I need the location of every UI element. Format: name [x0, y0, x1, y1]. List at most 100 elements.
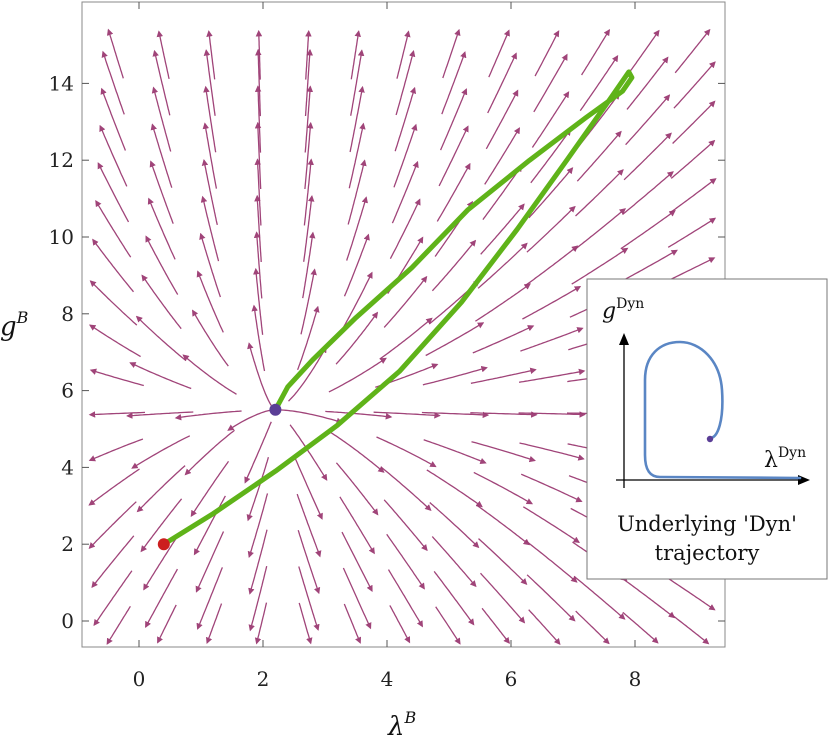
stream-line — [244, 421, 272, 484]
stream-line — [88, 501, 137, 550]
stream-line — [195, 531, 225, 593]
stream-line — [349, 85, 365, 153]
stream-line — [524, 245, 579, 287]
stream-line — [88, 438, 144, 462]
stream-line — [438, 125, 469, 187]
stream-line — [246, 457, 270, 522]
stream-line — [482, 164, 523, 220]
inset-end-point — [706, 435, 714, 443]
stream-line — [389, 198, 421, 259]
stream-line — [106, 28, 124, 79]
stream-line — [426, 469, 483, 508]
y-axis-title: gB — [0, 308, 29, 342]
y-tick-label: 14 — [49, 71, 74, 95]
stream-line — [101, 50, 125, 115]
stream-line — [429, 502, 480, 549]
stream-line — [126, 411, 194, 419]
stream-line — [149, 160, 174, 224]
stream-line — [182, 354, 237, 395]
stream-line — [328, 357, 387, 393]
x-tick-label: 8 — [629, 667, 642, 691]
stream-line — [524, 539, 578, 583]
stream-line — [93, 570, 133, 627]
stream-line — [277, 409, 343, 424]
stream-line — [389, 605, 411, 644]
fixed-point-purple — [269, 403, 282, 416]
stream-line — [346, 196, 368, 261]
stream-line — [303, 195, 315, 262]
stream-line — [383, 275, 428, 328]
stream-line — [518, 411, 586, 418]
x-axis-title-base: λ — [387, 712, 404, 742]
stream-line — [89, 280, 138, 326]
stream-line — [247, 493, 269, 559]
inset-y-label-base: g — [602, 299, 616, 324]
stream-line — [151, 86, 172, 152]
stream-line — [522, 286, 582, 320]
stream-line — [254, 194, 262, 263]
stream-line — [472, 325, 535, 354]
y-tick-label: 6 — [61, 379, 74, 403]
stream-line — [519, 442, 585, 461]
stream-line — [441, 51, 467, 115]
stream-line — [373, 411, 441, 419]
stream-line — [526, 205, 576, 253]
y-tick-label: 8 — [61, 302, 74, 326]
stream-line — [380, 466, 432, 511]
stream-line — [623, 132, 672, 181]
stream-line — [174, 410, 242, 421]
stream-line — [200, 195, 220, 262]
x-tick-label: 6 — [505, 667, 518, 691]
stream-line — [304, 48, 314, 117]
stream-line — [247, 342, 272, 406]
stream-line — [196, 270, 224, 333]
stream-line — [145, 568, 178, 629]
y-tick-label: 0 — [61, 609, 74, 633]
stream-line — [669, 613, 710, 645]
stream-line — [305, 30, 312, 80]
stream-line — [391, 160, 419, 224]
stream-line — [89, 324, 141, 358]
stream-line — [190, 460, 230, 517]
inset-caption-line1: Underlying 'Dyn' — [617, 512, 797, 536]
stream-line — [141, 274, 182, 330]
stream-line — [473, 471, 534, 505]
stream-line — [481, 607, 511, 644]
stream-line — [526, 574, 576, 622]
y-tick-label: 10 — [49, 225, 74, 249]
stream-line — [383, 499, 428, 552]
stream-line — [348, 122, 366, 189]
stream-line — [97, 162, 130, 223]
inset-x-label-base: λ — [764, 448, 778, 473]
trajectory-group — [161, 69, 635, 547]
stream-line — [395, 50, 416, 116]
stream-line — [254, 121, 262, 190]
stream-line — [254, 85, 262, 153]
inset-y-label-sup: Dyn — [616, 296, 644, 312]
stream-line — [433, 571, 475, 626]
stream-line — [156, 30, 170, 80]
stream-line — [302, 231, 316, 299]
x-axis-title-sup: B — [403, 708, 416, 727]
stream-line — [152, 49, 171, 116]
stream-line — [475, 283, 531, 322]
stream-line — [674, 28, 711, 74]
stream-line — [89, 368, 144, 387]
stream-line — [325, 410, 393, 420]
stream-line — [528, 167, 574, 219]
stream-line — [573, 208, 627, 251]
stream-line — [92, 238, 135, 293]
stream-line — [627, 29, 660, 75]
inset-frame — [586, 278, 828, 580]
stream-line — [99, 124, 128, 187]
stream-line — [435, 606, 461, 645]
stream-line — [528, 609, 561, 646]
stream-line — [484, 127, 520, 185]
stream-line — [251, 304, 266, 372]
stream-line — [522, 506, 580, 544]
stream-line — [140, 498, 183, 553]
stream-line — [192, 309, 229, 367]
stream-line — [298, 566, 320, 631]
inset-caption-line2: trajectory — [655, 541, 760, 565]
axis-ticks-group: 0 2 4 6 8 0 2 4 6 8 10 12 14 — [49, 2, 725, 691]
